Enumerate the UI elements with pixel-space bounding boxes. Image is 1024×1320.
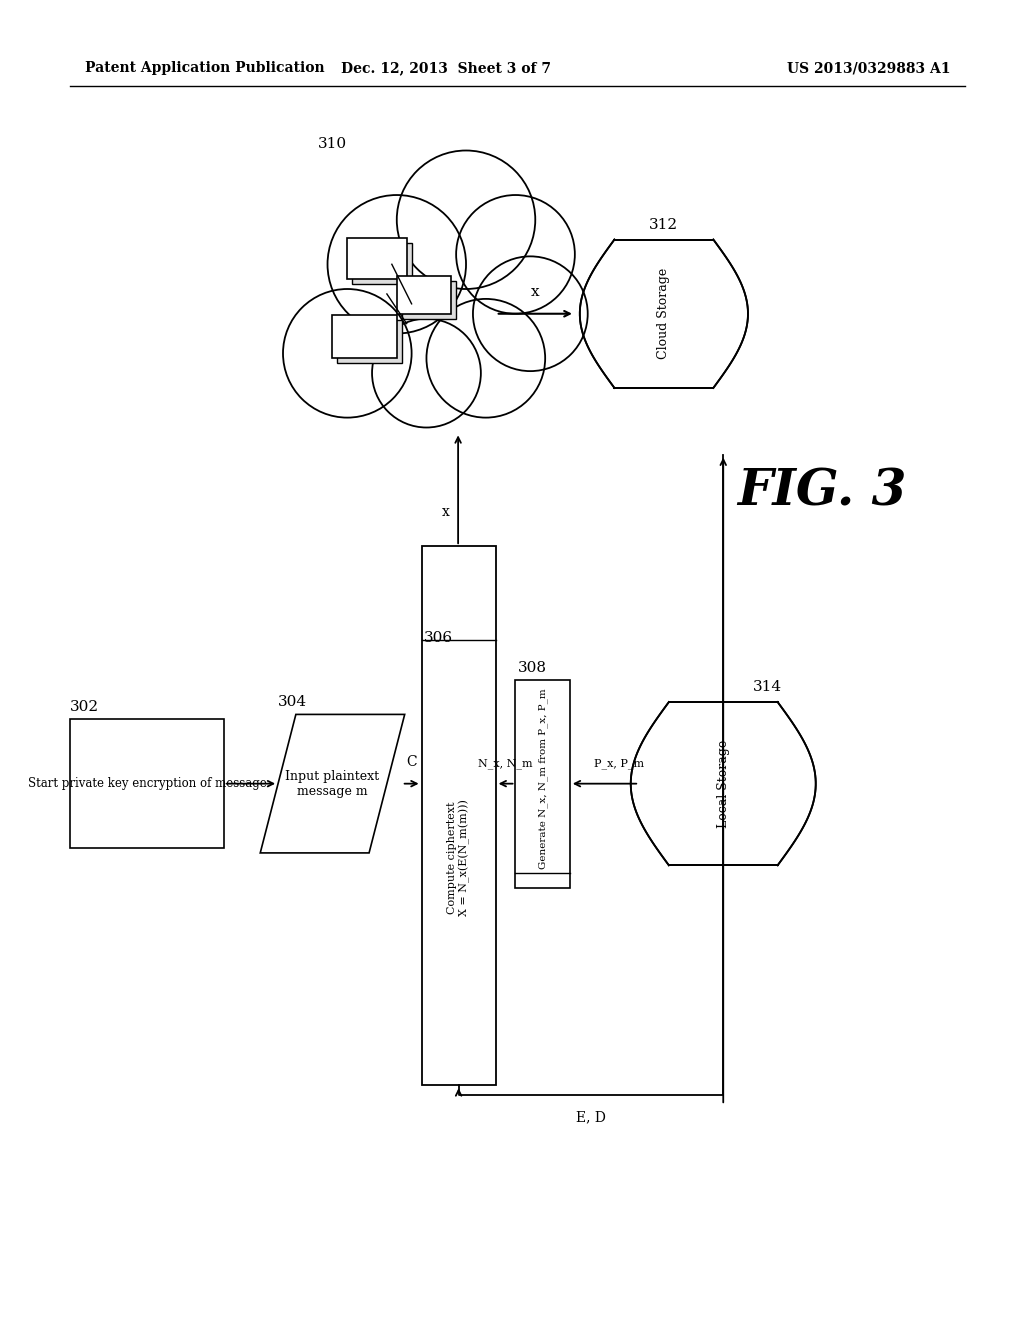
- Polygon shape: [631, 702, 816, 866]
- Polygon shape: [580, 239, 748, 388]
- Bar: [333, 314, 396, 358]
- Bar: [396, 276, 452, 314]
- Text: 304: 304: [279, 696, 307, 709]
- Bar: [422, 546, 496, 1085]
- Text: Generate N_x, N_m from P_x, P_m: Generate N_x, N_m from P_x, P_m: [538, 689, 548, 869]
- Bar: [352, 243, 412, 284]
- Text: 306: 306: [424, 631, 453, 645]
- Circle shape: [473, 256, 588, 371]
- Circle shape: [456, 195, 574, 314]
- Circle shape: [426, 298, 545, 417]
- Bar: [401, 281, 456, 318]
- Text: x: x: [442, 504, 451, 519]
- Text: 302: 302: [71, 701, 99, 714]
- Bar: [71, 719, 223, 847]
- Text: Dec. 12, 2013  Sheet 3 of 7: Dec. 12, 2013 Sheet 3 of 7: [341, 62, 551, 75]
- Bar: [347, 238, 407, 279]
- Bar: [515, 680, 570, 887]
- Polygon shape: [260, 714, 404, 853]
- Text: N_x, N_m: N_x, N_m: [478, 758, 532, 768]
- Text: Local Storage: Local Storage: [717, 739, 730, 828]
- Circle shape: [283, 289, 412, 417]
- Text: 310: 310: [317, 136, 347, 150]
- Text: 312: 312: [649, 218, 678, 231]
- Text: 314: 314: [753, 680, 782, 694]
- Circle shape: [328, 195, 466, 334]
- Circle shape: [396, 150, 536, 289]
- Text: US 2013/0329883 A1: US 2013/0329883 A1: [787, 62, 951, 75]
- Text: Cloud Storage: Cloud Storage: [657, 268, 671, 359]
- Text: Start private key encryption of message: Start private key encryption of message: [28, 777, 266, 791]
- Circle shape: [372, 318, 481, 428]
- Text: P_x, P_m: P_x, P_m: [594, 758, 644, 768]
- Text: x: x: [531, 285, 540, 298]
- Text: Input plaintext
message m: Input plaintext message m: [286, 770, 380, 797]
- Text: C: C: [407, 755, 417, 768]
- Text: 308: 308: [517, 661, 547, 675]
- Text: Compute ciphertext
X = N_x(E(N_m(m))): Compute ciphertext X = N_x(E(N_m(m))): [447, 800, 470, 916]
- Text: E, D: E, D: [575, 1110, 606, 1125]
- Bar: [338, 319, 401, 363]
- Text: FIG. 3: FIG. 3: [737, 467, 907, 516]
- Text: Patent Application Publication: Patent Application Publication: [85, 62, 325, 75]
